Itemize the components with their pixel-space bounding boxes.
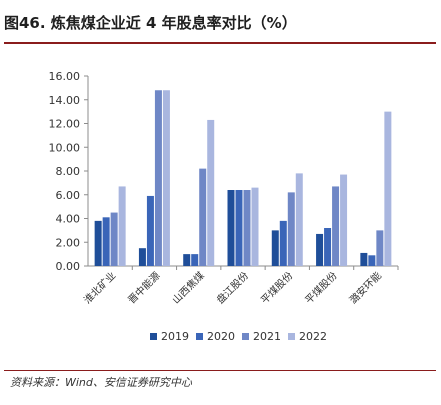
category-label-1: 晋中能源 (125, 269, 162, 306)
category-label-2: 山西焦煤 (169, 269, 206, 306)
bar-2022-6 (384, 111, 392, 266)
bar-2021-0 (110, 212, 118, 266)
bar-chart: 0.00 2.00 4.00 6.00 8.00 10.00 12.00 14.00 16.00… (49, 70, 399, 343)
y-tick-label-0: 0.00 (56, 260, 81, 273)
bar-2020-2 (191, 254, 199, 266)
bar-2022-0 (118, 186, 126, 266)
bar-2022-4 (295, 173, 303, 266)
legend-swatch-2019 (150, 333, 157, 340)
category-label-5: 平煤股份 (302, 269, 339, 306)
bar-2022-2 (207, 119, 215, 266)
bar-2020-6 (368, 255, 376, 266)
y-tick-label-6: 12.00 (49, 118, 81, 131)
bar-2019-0 (94, 220, 102, 266)
legend-label-2020: 2020 (207, 330, 235, 343)
bar-2019-4 (271, 230, 279, 266)
y-tick-label-8: 16.00 (49, 70, 81, 83)
bar-2021-6 (376, 230, 384, 266)
legend-label-2019: 2019 (161, 330, 189, 343)
legend-label-2021: 2021 (253, 330, 281, 343)
bar-2020-5 (324, 228, 332, 266)
bar-2019-2 (183, 254, 191, 266)
bar-2019-6 (360, 252, 368, 266)
title-divider (4, 42, 436, 44)
legend-swatch-2022 (288, 333, 295, 340)
bar-2021-2 (199, 168, 207, 266)
bar-2021-1 (154, 90, 162, 266)
chart-title: 图46. 炼焦煤企业近 4 年股息率对比（%） (4, 14, 297, 32)
bar-2020-4 (279, 220, 287, 266)
y-tick-label-7: 14.00 (49, 94, 81, 107)
source-note: 资料来源：Wind、安信证券研究中心 (10, 376, 192, 389)
category-label-3: 盘江股份 (214, 269, 251, 306)
y-tick-label-5: 10.00 (49, 141, 81, 154)
bar-2022-5 (340, 174, 348, 266)
bar-2022-3 (251, 187, 259, 266)
bar-2020-3 (235, 190, 243, 266)
legend-swatch-2020 (196, 333, 203, 340)
bar-2020-1 (146, 195, 154, 266)
bar-2021-5 (332, 186, 340, 266)
bar-2019-3 (227, 190, 235, 266)
bar-2021-3 (243, 190, 251, 266)
bar-2021-4 (287, 192, 295, 266)
bar-2019-1 (138, 248, 146, 266)
category-label-0: 淮北矿业 (81, 269, 118, 306)
bar-2020-0 (102, 217, 110, 266)
y-tick-label-3: 6.00 (56, 189, 81, 202)
source-divider (4, 370, 436, 371)
y-tick-label-2: 4.00 (56, 213, 81, 226)
bar-2022-1 (162, 90, 170, 266)
legend-label-2022: 2022 (299, 330, 327, 343)
y-tick-label-4: 8.00 (56, 165, 81, 178)
category-label-6: 潞安环能 (347, 269, 384, 306)
category-label-4: 平煤股份 (258, 269, 295, 306)
y-tick-label-1: 2.00 (56, 236, 81, 249)
bar-2019-5 (316, 233, 324, 266)
legend-swatch-2021 (242, 333, 249, 340)
